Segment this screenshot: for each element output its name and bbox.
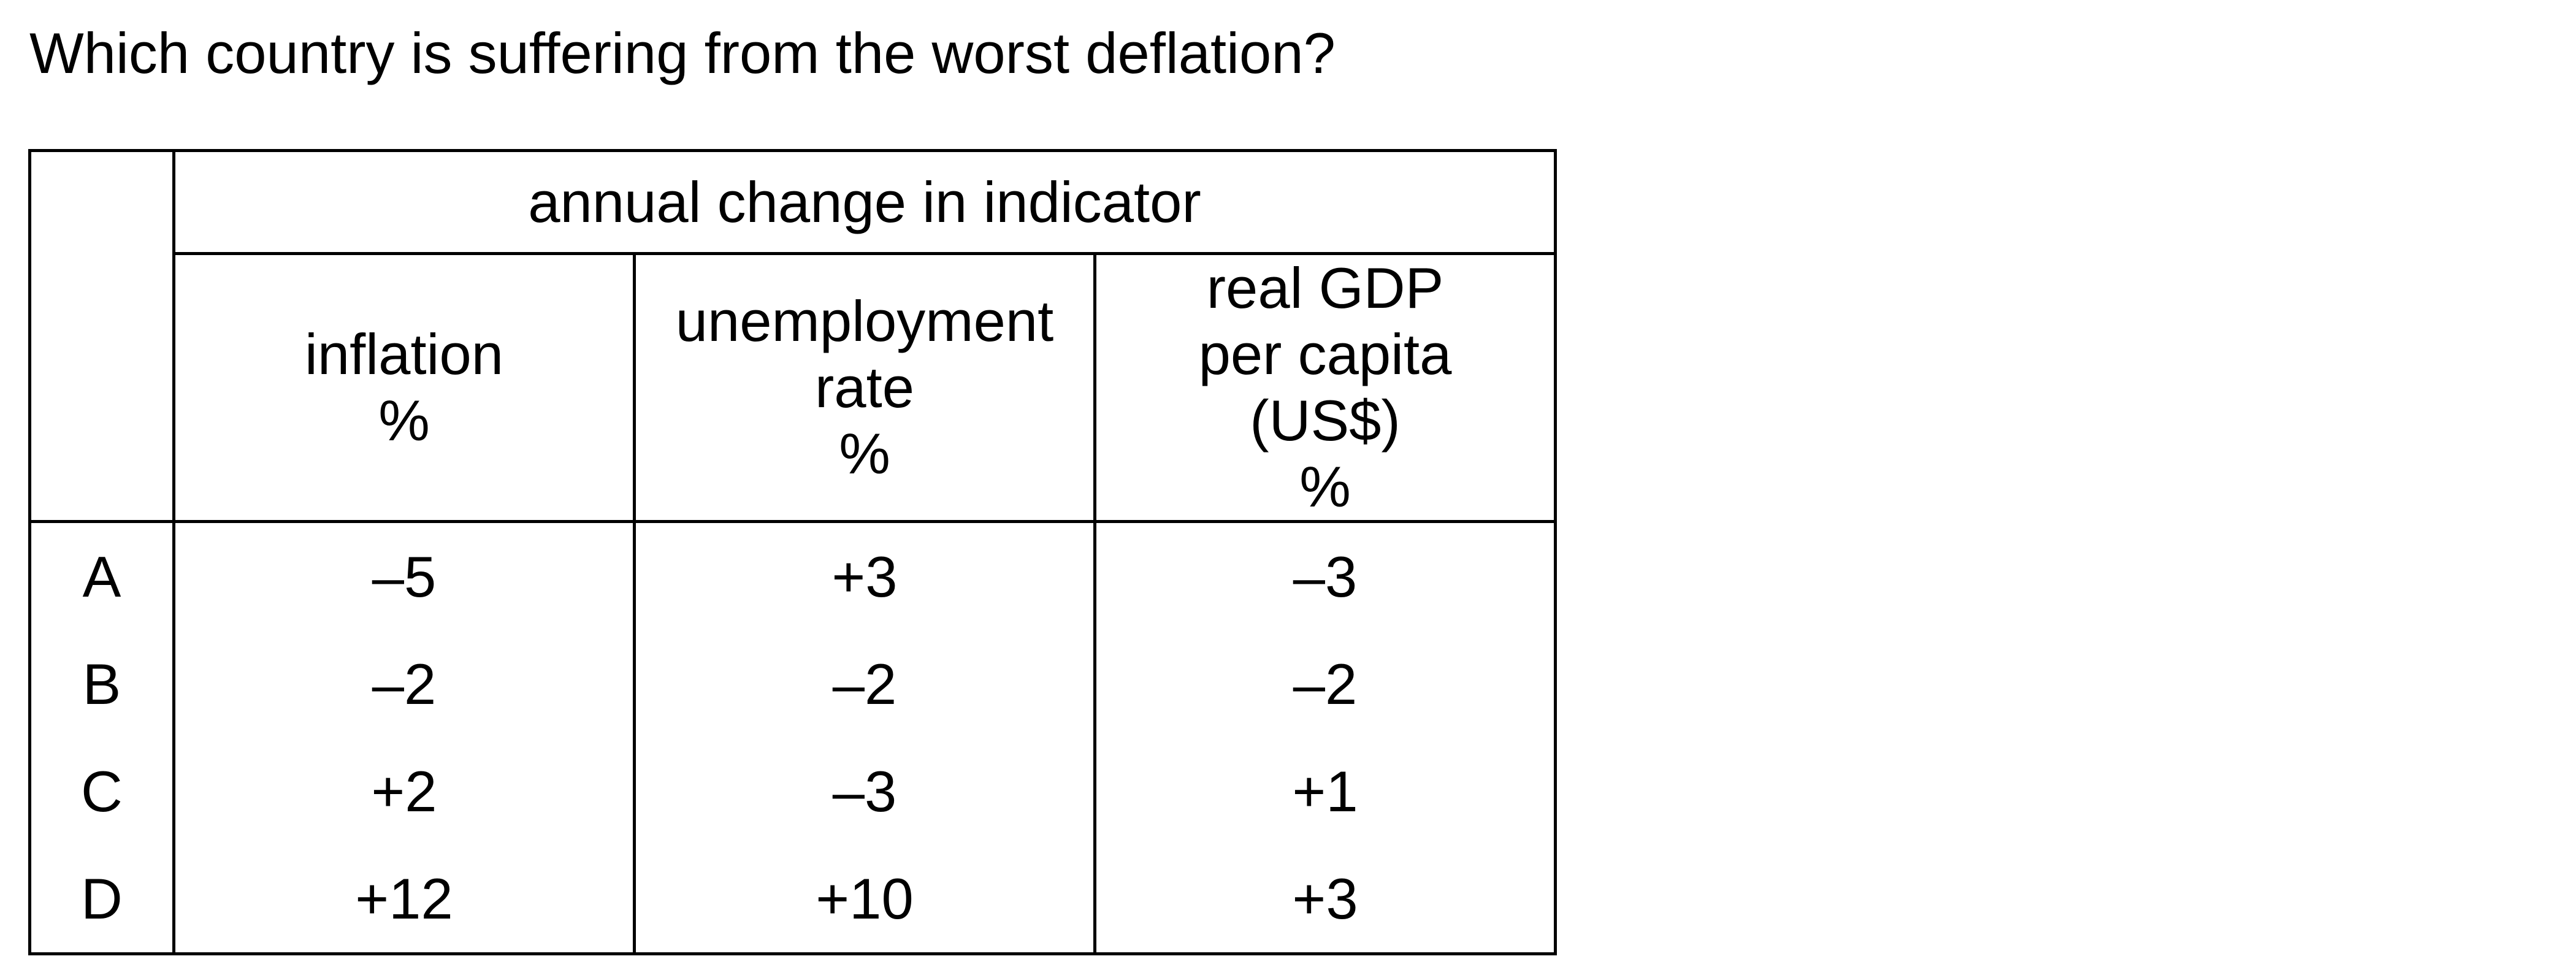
column-header-gdp: real GDP per capita (US$) % [1093, 252, 1557, 523]
row-label: C [28, 738, 175, 845]
table-row: A –5 +3 –3 [28, 520, 1557, 630]
cell-unemployment: –2 [633, 630, 1096, 738]
column-header-inflation: inflation % [172, 252, 636, 523]
question-text: Which country is suffering from the wors… [29, 21, 1336, 85]
row-label: D [28, 845, 175, 955]
cell-inflation: –5 [172, 520, 636, 630]
cell-inflation: +2 [172, 738, 636, 845]
corner-cell [28, 149, 175, 523]
cell-unemployment: –3 [633, 738, 1096, 845]
cell-gdp: –3 [1093, 520, 1557, 630]
table-row: C +2 –3 +1 [28, 738, 1557, 845]
column-header-unemployment: unemployment rate % [633, 252, 1096, 523]
cell-inflation: +12 [172, 845, 636, 955]
table-row: B –2 –2 –2 [28, 630, 1557, 738]
cell-unemployment: +3 [633, 520, 1096, 630]
row-label: A [28, 520, 175, 630]
cell-inflation: –2 [172, 630, 636, 738]
indicator-table: annual change in indicator inflation % u… [28, 149, 1557, 955]
cell-gdp: +3 [1093, 845, 1557, 955]
group-header: annual change in indicator [172, 149, 1557, 255]
table-row: D +12 +10 +3 [28, 845, 1557, 955]
cell-gdp: –2 [1093, 630, 1557, 738]
cell-unemployment: +10 [633, 845, 1096, 955]
cell-gdp: +1 [1093, 738, 1557, 845]
row-label: B [28, 630, 175, 738]
